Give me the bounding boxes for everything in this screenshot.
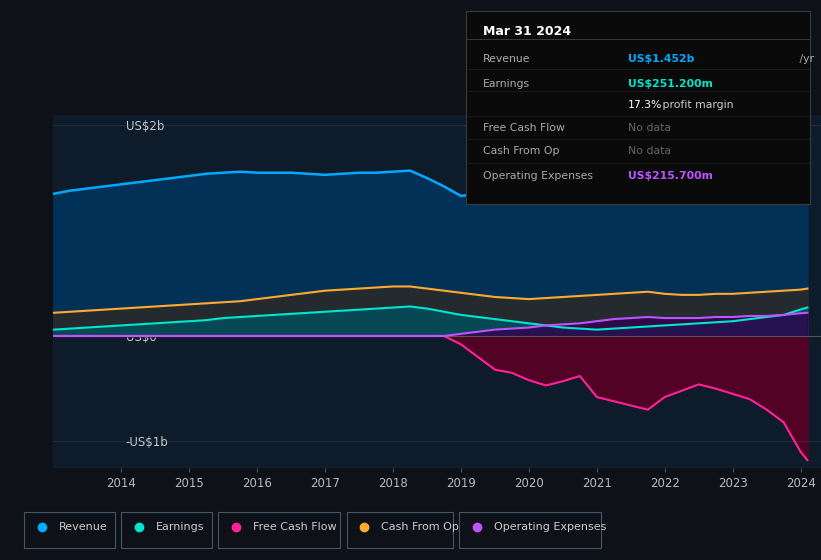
Text: Cash From Op: Cash From Op [483,146,559,156]
Text: Earnings: Earnings [483,78,530,88]
Text: Revenue: Revenue [483,54,530,64]
Text: profit margin: profit margin [658,100,733,110]
Text: Operating Expenses: Operating Expenses [494,522,607,531]
Text: Cash From Op: Cash From Op [381,522,459,531]
Text: 17.3%: 17.3% [627,100,662,110]
Text: Earnings: Earnings [156,522,204,531]
Text: US$251.200m: US$251.200m [627,78,713,88]
Text: Mar 31 2024: Mar 31 2024 [483,25,571,38]
Text: Operating Expenses: Operating Expenses [483,171,593,181]
Text: Free Cash Flow: Free Cash Flow [253,522,337,531]
Text: /yr: /yr [796,54,814,64]
Text: No data: No data [627,146,671,156]
Text: US$215.700m: US$215.700m [627,171,713,181]
Text: Revenue: Revenue [59,522,108,531]
Text: Free Cash Flow: Free Cash Flow [483,123,565,133]
Text: No data: No data [627,123,671,133]
Text: US$1.452b: US$1.452b [627,54,694,64]
